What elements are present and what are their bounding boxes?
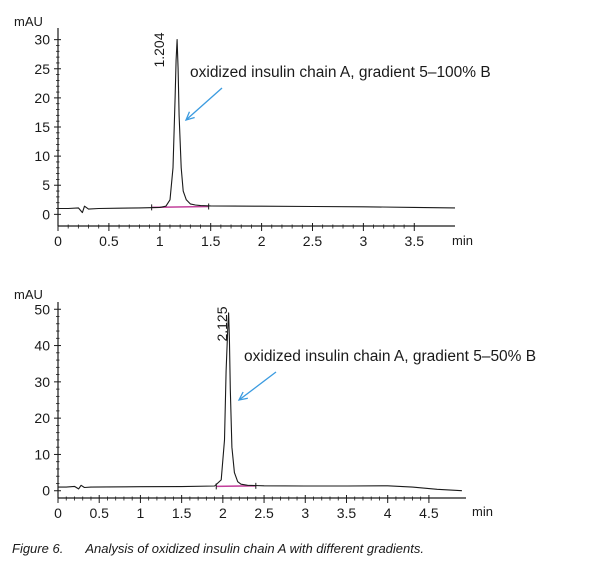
x-axis-unit: min [472, 504, 493, 519]
y-tick-label: 10 [34, 148, 50, 164]
y-tick-label: 25 [34, 61, 50, 77]
x-tick-label: 0.5 [99, 233, 119, 249]
y-tick-label: 20 [34, 410, 50, 426]
x-tick-label: 3 [301, 505, 309, 521]
y-tick-label: 40 [34, 338, 50, 354]
y-tick-label: 5 [42, 177, 50, 193]
x-tick-label: 3 [359, 233, 367, 249]
x-axis-unit: min [452, 233, 473, 248]
figure-caption: Figure 6. Analysis of oxidized insulin ch… [12, 541, 424, 556]
y-tick-label: 30 [34, 32, 50, 48]
x-tick-label: 1 [137, 505, 145, 521]
y-axis-unit: mAU [14, 287, 43, 302]
x-tick-label: 2.5 [303, 233, 323, 249]
caption-text: Analysis of oxidized insulin chain A wit… [85, 541, 424, 556]
x-tick-label: 3.5 [405, 233, 425, 249]
x-tick-label: 1.5 [172, 505, 192, 521]
x-tick-label: 4.5 [419, 505, 439, 521]
y-tick-label: 0 [42, 206, 50, 222]
x-tick-label: 1.5 [201, 233, 221, 249]
x-tick-label: 0 [54, 505, 62, 521]
peak-retention-label: 1.204 [151, 32, 167, 67]
x-tick-label: 0 [54, 233, 62, 249]
x-tick-label: 0.5 [89, 505, 109, 521]
peak-annotation: oxidized insulin chain A, gradient 5–100… [190, 64, 491, 81]
y-tick-label: 50 [34, 301, 50, 317]
annotation-arrow-head [237, 391, 248, 401]
y-tick-label: 0 [42, 483, 50, 499]
caption-figure-number: Figure 6. [12, 541, 64, 556]
peak-annotation: oxidized insulin chain A, gradient 5–50%… [244, 348, 536, 365]
chromatogram-trace [58, 39, 456, 214]
annotation-arrow-shaft [185, 87, 223, 121]
y-tick-label: 10 [34, 446, 50, 462]
annotation-arrow-head [184, 111, 195, 121]
x-tick-label: 2.5 [254, 505, 274, 521]
y-tick-label: 30 [34, 374, 50, 390]
y-axis-unit: mAU [14, 14, 43, 29]
chromatogram-bottom: 0 10 20 30 40 50 0 0.5 1 1.5 2 2.5 3 3.5 4 4.5 mAU min 2.1… [14, 287, 536, 521]
annotation-arrow-shaft [238, 371, 277, 401]
y-tick-label: 20 [34, 90, 50, 106]
y-tick-label: 15 [34, 119, 50, 135]
chromatogram-top: 0 5 10 15 20 25 30 0 0.5 1 1.5 2 2.5 3 3.5 mAU min 1.204 o… [14, 14, 491, 249]
x-tick-label: 2 [258, 233, 266, 249]
peak-retention-label: 2.125 [214, 306, 230, 341]
x-tick-label: 4 [384, 505, 392, 521]
x-tick-label: 2 [219, 505, 227, 521]
x-tick-label: 1 [156, 233, 164, 249]
chromatogram-trace [58, 312, 462, 492]
x-tick-label: 3.5 [337, 505, 357, 521]
integration-baseline [216, 485, 256, 488]
